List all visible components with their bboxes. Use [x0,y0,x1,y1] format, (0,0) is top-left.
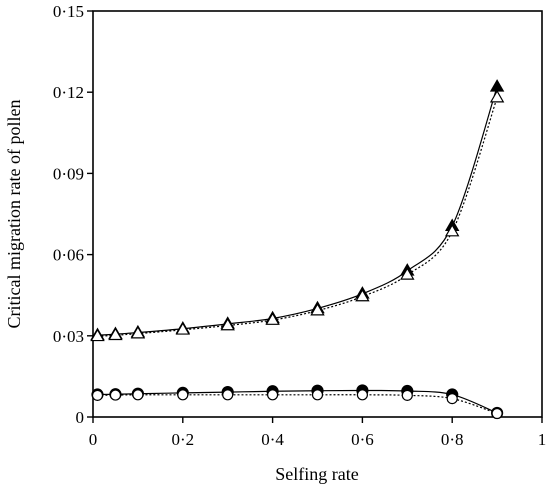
data-point-triangle [108,327,123,341]
data-point-triangle [355,288,370,302]
x-tick-label: 1 [538,430,547,449]
series-circle-filled [91,384,504,420]
data-point-circle [401,389,413,401]
data-point-triangle [400,267,415,280]
y-tick-label: 0·12 [53,83,84,102]
series-line [97,389,498,414]
x-tick-label: 0·8 [441,430,464,449]
data-point-triangle [265,312,280,325]
x-tick-label: 0 [89,430,98,449]
x-axis-title: Selfing rate [275,464,358,484]
data-point-triangle [489,79,505,92]
x-tick-label: 0·6 [351,430,374,449]
data-point-triangle [489,89,505,103]
series-layer [90,79,505,420]
data-point-triangle [130,325,146,339]
x-tick-label: 0·4 [261,430,284,449]
y-tick-label: 0·15 [53,2,84,21]
data-point-circle [109,389,122,401]
data-point-circle [91,389,104,401]
y-tick-label: 0 [76,408,85,427]
y-tick-label: 0·09 [53,164,84,183]
axis-ticks: 0 0·2 0·4 0·6 0·8 1 0 0·03 0·06 0·09 0·12 0·15 [53,2,546,449]
data-point-triangle [90,328,105,342]
data-point-triangle [310,302,325,316]
series-line [97,86,498,336]
data-point-circle [491,407,503,420]
data-point-triangle [175,322,191,335]
x-tick-label: 0·2 [171,430,194,449]
y-axis-title: Critical migration rate of pollen [4,100,24,329]
data-point-circle [132,389,144,401]
y-tick-label: 0·03 [53,327,84,346]
data-point-triangle [220,317,235,331]
data-point-circle [267,389,279,401]
series-line [97,97,498,337]
data-point-circle [177,389,189,401]
data-point-triangle [444,223,460,237]
data-point-circle [222,389,234,401]
series-line [97,394,498,415]
series-triangle-open [90,89,505,342]
data-point-circle [446,392,458,405]
data-point-circle [311,389,324,401]
data-point-circle [356,389,368,401]
plot-frame [92,10,543,418]
y-tick-label: 0·06 [53,246,84,265]
series-circle-open [91,389,503,420]
series-triangle-filled [90,79,505,341]
